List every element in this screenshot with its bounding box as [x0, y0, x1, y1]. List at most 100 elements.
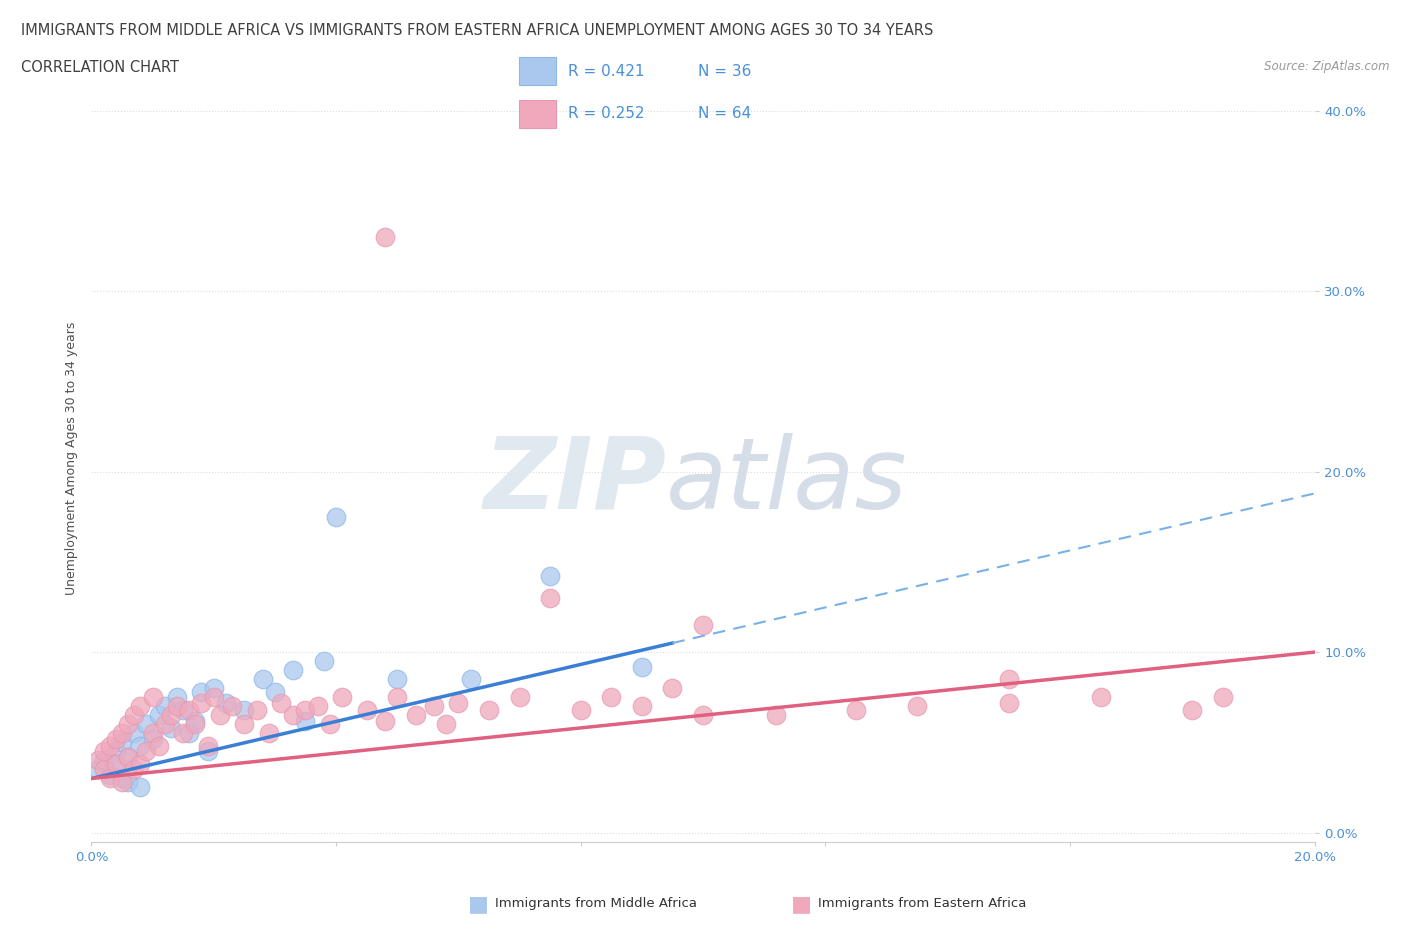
Point: [129, 780, 152, 795]
Text: IMMIGRANTS FROM MIDDLE AFRICA VS IMMIGRANTS FROM EASTERN AFRICA UNEMPLOYMENT AMO: IMMIGRANTS FROM MIDDLE AFRICA VS IMMIGRA…: [21, 23, 934, 38]
Point: [356, 702, 378, 717]
Point: [692, 708, 714, 723]
Point: [385, 690, 409, 705]
Point: [111, 735, 134, 750]
Text: ■: ■: [792, 894, 811, 914]
Point: [998, 671, 1021, 686]
Point: [233, 717, 256, 732]
Point: [765, 708, 787, 723]
Text: ZIP: ZIP: [484, 432, 666, 529]
Point: [117, 717, 139, 732]
Point: [117, 775, 139, 790]
Point: [104, 744, 127, 759]
Point: [93, 744, 115, 759]
Point: [845, 702, 868, 717]
Point: [423, 698, 446, 713]
Point: [190, 684, 212, 699]
FancyBboxPatch shape: [519, 100, 555, 127]
Point: [569, 702, 592, 717]
Point: [374, 230, 396, 245]
Point: [197, 744, 219, 759]
Point: [257, 726, 280, 741]
Text: R = 0.421: R = 0.421: [568, 64, 644, 79]
Point: [104, 757, 127, 772]
Point: [148, 738, 170, 753]
Point: [172, 726, 194, 741]
Point: [166, 698, 188, 713]
Point: [283, 663, 305, 678]
FancyBboxPatch shape: [519, 57, 555, 86]
Point: [184, 713, 207, 728]
Point: [478, 702, 501, 717]
Point: [122, 726, 145, 741]
Point: [86, 762, 108, 777]
Point: [631, 698, 654, 713]
Point: [141, 726, 163, 741]
Point: [111, 726, 134, 741]
Point: [166, 690, 188, 705]
Point: [208, 708, 231, 723]
Text: ■: ■: [468, 894, 488, 914]
Point: [405, 708, 427, 723]
Point: [330, 690, 353, 705]
Point: [179, 726, 201, 741]
Point: [184, 717, 207, 732]
Point: [104, 731, 127, 746]
Point: [905, 698, 928, 713]
Text: R = 0.252: R = 0.252: [568, 106, 644, 121]
Text: Immigrants from Middle Africa: Immigrants from Middle Africa: [495, 897, 697, 910]
Point: [447, 696, 470, 711]
Point: [325, 510, 347, 525]
Point: [98, 738, 121, 753]
Point: [233, 702, 256, 717]
Point: [93, 753, 115, 768]
Point: [141, 690, 163, 705]
Point: [117, 750, 139, 764]
Point: [221, 698, 243, 713]
Text: Immigrants from Eastern Africa: Immigrants from Eastern Africa: [818, 897, 1026, 910]
Point: [692, 618, 714, 632]
Point: [1090, 690, 1112, 705]
Point: [661, 681, 683, 696]
Point: [385, 671, 409, 686]
Point: [307, 698, 329, 713]
Point: [1181, 702, 1204, 717]
Point: [153, 717, 176, 732]
Point: [294, 713, 316, 728]
Point: [111, 775, 134, 790]
Point: [190, 696, 212, 711]
Point: [172, 702, 194, 717]
Point: [197, 738, 219, 753]
Point: [202, 681, 225, 696]
Point: [117, 750, 139, 764]
Point: [998, 696, 1021, 711]
Point: [179, 702, 201, 717]
Point: [135, 717, 157, 732]
Point: [460, 671, 482, 686]
Point: [160, 721, 183, 736]
Point: [600, 690, 623, 705]
Text: N = 64: N = 64: [697, 106, 751, 121]
Text: atlas: atlas: [666, 432, 908, 529]
Point: [148, 708, 170, 723]
Point: [294, 702, 316, 717]
Point: [434, 717, 457, 732]
Point: [129, 698, 152, 713]
Point: [509, 690, 531, 705]
Point: [111, 771, 134, 786]
Point: [160, 708, 183, 723]
Point: [98, 767, 121, 782]
Point: [215, 696, 238, 711]
Point: [202, 690, 225, 705]
Point: [86, 753, 108, 768]
Point: [319, 717, 342, 732]
Point: [538, 569, 561, 584]
Y-axis label: Unemployment Among Ages 30 to 34 years: Unemployment Among Ages 30 to 34 years: [65, 322, 79, 594]
Point: [122, 762, 145, 777]
Point: [538, 591, 561, 605]
Point: [283, 708, 305, 723]
Point: [270, 696, 292, 711]
Point: [98, 771, 121, 786]
Point: [122, 708, 145, 723]
Point: [135, 744, 157, 759]
